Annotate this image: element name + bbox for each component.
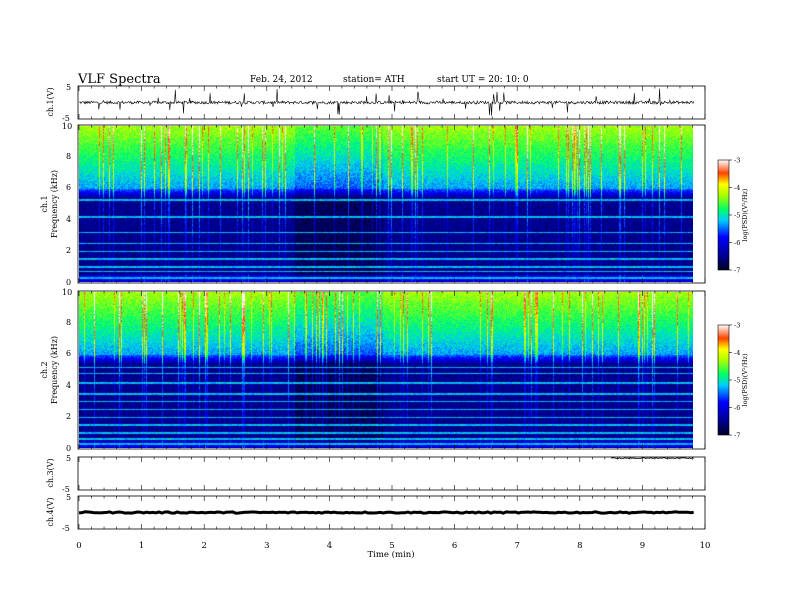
x-axis-tick-labels: 0 1 2 3 4 5 6 7 8 9 10 xyxy=(76,541,710,551)
x-tick-label: 0 xyxy=(76,541,81,551)
ch1-spectrogram-image xyxy=(79,126,693,282)
ch1-colorbar-label: log(PSD)(V²/Hz) xyxy=(741,188,749,241)
ch1-spec-ytick-10: 10 xyxy=(62,122,72,131)
ch1-ytick-top: 5 xyxy=(66,83,71,92)
ch1-spec-ytick-0: 0 xyxy=(66,278,71,287)
ch2-spec-ytick-6: 6 xyxy=(66,349,71,358)
ch3-waveform-panel: 5 -5 ch.3(V) xyxy=(46,454,706,494)
colorbar-tick-label: -5 xyxy=(734,377,740,385)
ch1-spec-yticks: 0 2 4 6 8 10 xyxy=(62,122,72,287)
colorbar-tick-label: -4 xyxy=(734,349,740,357)
colorbar-tick-label: -7 xyxy=(734,267,740,275)
ch1-waveform-trace xyxy=(78,88,694,116)
x-tick-label: 9 xyxy=(640,541,645,551)
ch3-ylabel: ch.3(V) xyxy=(46,458,55,487)
colorbar-tick-label: -3 xyxy=(734,157,740,165)
x-tick-label: 8 xyxy=(577,541,582,551)
ch2-spec-ytick-2: 2 xyxy=(66,412,71,421)
ch2-colorbar-label: log(PSD)(V²/Hz) xyxy=(741,353,749,406)
ch2-spec-ylabel: ch.2Frequency (kHz) xyxy=(40,336,59,404)
ch2-spectrogram-image xyxy=(79,292,693,448)
colorbar-tick-label: -5 xyxy=(734,212,740,220)
ch1-spec-ytick-2: 2 xyxy=(66,246,71,255)
x-tick-label: 5 xyxy=(389,541,394,551)
ch1-spec-ytick-4: 4 xyxy=(66,215,71,224)
ch1-spec-ytick-8: 8 xyxy=(66,152,71,161)
x-axis-ticks xyxy=(78,86,706,529)
ch1-ytick-bottom: -5 xyxy=(62,114,70,123)
station-label: station= ATH xyxy=(343,75,405,85)
x-axis-label: Time (min) xyxy=(367,549,414,560)
ch2-spec-ytick-8: 8 xyxy=(66,318,71,327)
x-tick-label: 1 xyxy=(139,541,144,551)
ch3-ytick-bottom: -5 xyxy=(62,485,70,494)
ch1-spectrogram-panel: 0 2 4 6 8 10 ch.1Frequency (kHz) xyxy=(40,122,706,287)
colorbar-tick-label: -7 xyxy=(734,432,740,440)
ch2-spectrogram-panel: 0 2 4 6 8 10 ch.2Frequency (kHz) xyxy=(40,288,706,453)
ch1-spec-ytick-6: 6 xyxy=(66,183,71,192)
x-tick-label: 2 xyxy=(201,541,206,551)
ch4-waveform-panel: 5 -5 ch.4(V) xyxy=(46,493,706,533)
x-tick-label: 3 xyxy=(264,541,269,551)
ch1-waveform-panel: 5 -5 ch.1(V) xyxy=(46,83,706,123)
ch1-colorbar: -3 -4 -5 -6 -7 log(PSD)(V²/Hz) xyxy=(717,157,749,275)
ch1-ylabel: ch.1(V) xyxy=(46,87,55,116)
colorbar-tick-label: -4 xyxy=(734,184,740,192)
x-tick-label: 6 xyxy=(452,541,457,551)
ch2-spec-ytick-4: 4 xyxy=(66,381,71,390)
x-tick-label: 4 xyxy=(327,541,332,551)
colorbar-tick-label: -3 xyxy=(734,322,740,330)
ch4-ytick-bottom: -5 xyxy=(62,524,70,533)
ch2-spec-ytick-10: 10 xyxy=(62,288,72,297)
date-label: Feb. 24, 2012 xyxy=(250,75,313,85)
x-tick-label: 7 xyxy=(514,541,519,551)
ch4-ylabel: ch.4(V) xyxy=(46,497,55,526)
ch2-spec-ytick-0: 0 xyxy=(66,444,71,453)
x-tick-label: 10 xyxy=(700,541,711,551)
ch2-spec-yticks: 0 2 4 6 8 10 xyxy=(62,288,72,453)
figure-title: VLF Spectra xyxy=(78,72,161,87)
colorbar-tick-label: -6 xyxy=(734,404,740,412)
ch3-ytick-top: 5 xyxy=(66,454,71,463)
ch1-spec-ylabel: ch.1Frequency (kHz) xyxy=(40,170,59,238)
ch4-ytick-top: 5 xyxy=(66,493,71,502)
start-ut-label: start UT = 20: 10: 0 xyxy=(437,75,529,85)
ch4-waveform-trace xyxy=(78,510,694,515)
colorbar-tick-label: -6 xyxy=(734,239,740,247)
ch2-colorbar: -3 -4 -5 -6 -7 log(PSD)(V²/Hz) xyxy=(717,322,749,440)
